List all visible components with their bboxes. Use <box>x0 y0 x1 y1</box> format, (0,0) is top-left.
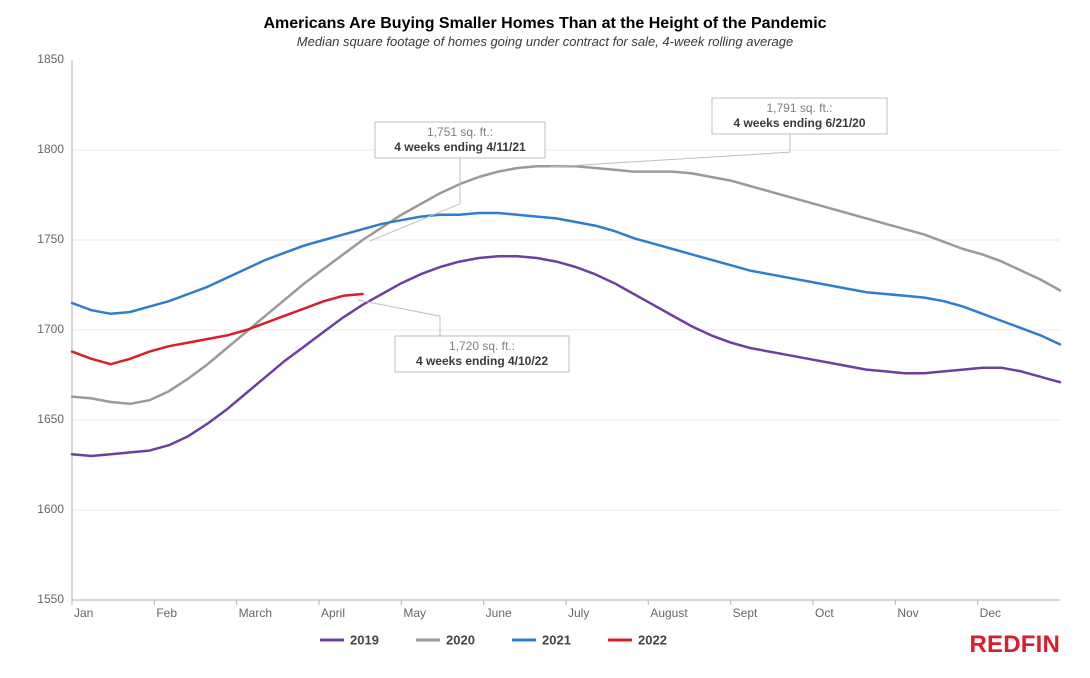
y-axis-label: 1850 <box>37 52 64 66</box>
chart-svg: Americans Are Buying Smaller Homes Than … <box>0 0 1090 678</box>
y-axis-label: 1800 <box>37 142 64 156</box>
legend-label-2020: 2020 <box>446 632 475 647</box>
x-axis-label: June <box>486 606 512 620</box>
annotation-value: 1,751 sq. ft.: <box>427 125 493 139</box>
x-axis-label: Jan <box>74 606 93 620</box>
legend-label-2022: 2022 <box>638 632 667 647</box>
legend-label-2019: 2019 <box>350 632 379 647</box>
series-2022 <box>72 294 363 364</box>
chart-subtitle: Median square footage of homes going und… <box>297 34 793 49</box>
x-axis-label: August <box>650 606 688 620</box>
annotation-date: 4 weeks ending 4/11/21 <box>394 140 526 154</box>
x-axis-label: March <box>239 606 272 620</box>
x-axis-label: Dec <box>980 606 1001 620</box>
y-axis-label: 1550 <box>37 592 64 606</box>
chart-title: Americans Are Buying Smaller Homes Than … <box>263 15 826 32</box>
x-axis-label: July <box>568 606 589 620</box>
redfin-logo: REDFIN <box>969 631 1060 658</box>
x-axis-label: May <box>403 606 426 620</box>
annotation-leader <box>358 300 440 336</box>
legend-label-2021: 2021 <box>542 632 571 647</box>
annotation-date: 4 weeks ending 6/21/20 <box>733 116 865 130</box>
x-axis-label: April <box>321 606 345 620</box>
x-axis-label: Feb <box>156 606 177 620</box>
series-2021 <box>72 213 1060 344</box>
annotation-date: 4 weeks ending 4/10/22 <box>416 354 548 368</box>
y-axis-label: 1700 <box>37 322 64 336</box>
y-axis-label: 1650 <box>37 412 64 426</box>
x-axis-label: Nov <box>897 606 918 620</box>
x-axis-label: Sept <box>733 606 758 620</box>
x-axis-label: Oct <box>815 606 834 620</box>
chart-container: Americans Are Buying Smaller Homes Than … <box>0 0 1090 678</box>
y-axis-label: 1750 <box>37 232 64 246</box>
annotation-value: 1,720 sq. ft.: <box>449 339 515 353</box>
annotation-value: 1,791 sq. ft.: <box>766 101 832 115</box>
annotation-leader <box>370 158 460 241</box>
y-axis-label: 1600 <box>37 502 64 516</box>
